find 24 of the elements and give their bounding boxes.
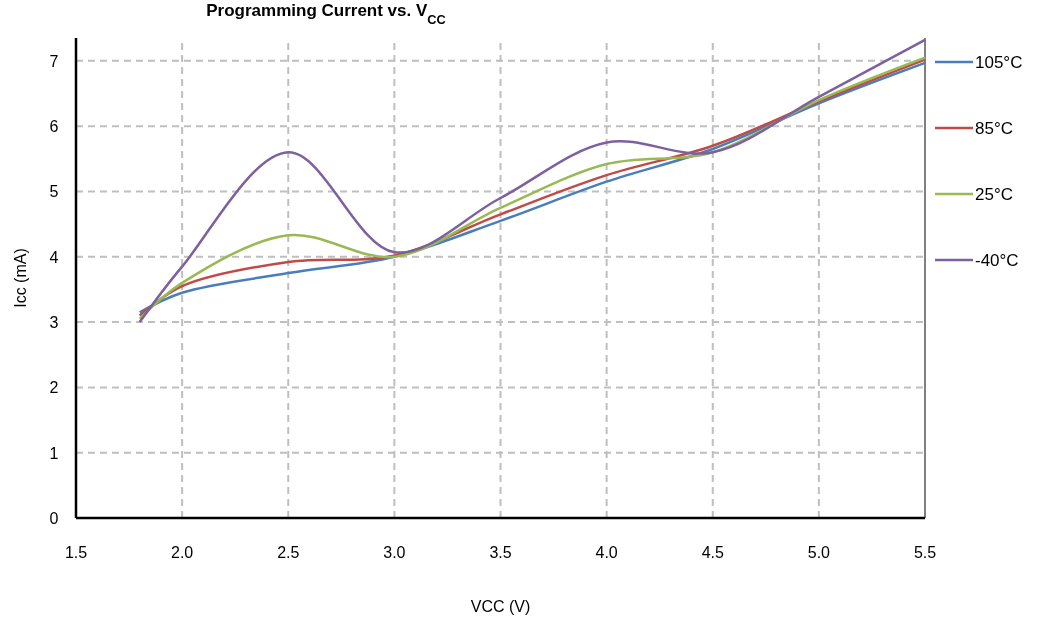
x-tick-label: 3.5 [489,544,512,561]
x-tick-label: 1.5 [64,544,88,561]
x-tick-label: 4.0 [595,544,618,561]
y-tick-label: 3 [49,314,59,332]
y-tick-label: 1 [49,444,59,462]
legend-label: 25°C [975,185,1013,204]
x-tick-label: 2.0 [171,544,194,561]
x-tick-label: 3.0 [383,544,406,561]
y-tick-label: 6 [49,118,59,136]
legend-label: -40°C [975,251,1019,270]
x-tick-label: 5.5 [913,544,937,561]
y-tick-label: 4 [49,248,59,266]
y-axis-title: Icc (mA) [12,248,29,308]
chart-title: Programming Current vs. V$_{CC}$ [206,1,446,27]
x-tick-label: 5.0 [807,544,831,561]
y-tick-label: 0 [49,510,59,527]
y-tick-label: 2 [49,379,59,397]
legend-label: 85°C [975,119,1013,138]
x-tick-label: 4.5 [701,544,724,561]
x-axis-title: VCC (V) [470,598,531,615]
y-tick-label: 7 [49,52,59,70]
x-tick-label: 2.5 [277,544,300,561]
y-tick-label: 5 [49,183,59,201]
legend-label: 105°C [975,53,1023,72]
